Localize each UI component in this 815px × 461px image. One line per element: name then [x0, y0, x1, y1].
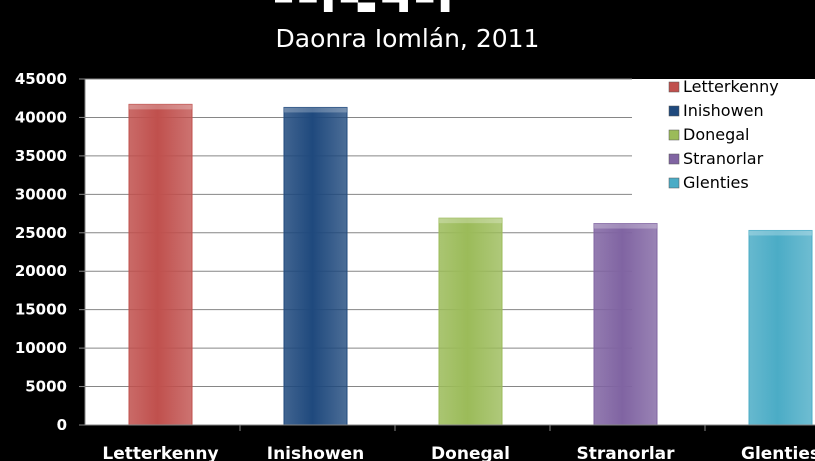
- y-tick-label: 35000: [15, 147, 67, 165]
- legend-label: Stranorlar: [683, 149, 764, 168]
- y-tick-label: 30000: [15, 185, 67, 203]
- legend-swatch: [668, 177, 680, 189]
- legend-swatch: [668, 105, 680, 117]
- y-tick-label: 20000: [15, 262, 67, 280]
- x-tick-label: Donegal: [431, 444, 510, 461]
- y-tick-label: 10000: [15, 339, 67, 357]
- bar-stranorlar: [593, 223, 658, 426]
- x-tick-label: Letterkenny: [102, 444, 218, 461]
- legend-label: Glenties: [683, 173, 749, 192]
- x-tick-label: Glenties: [741, 444, 815, 461]
- clipped-title-fragment: ▀ ▀ ▌▀▄ ▀▌▀ ▌: [275, 0, 515, 12]
- y-tick-label: 40000: [15, 108, 67, 126]
- legend: Letterkenny Inishowen Donegal Stranorlar Gle…: [668, 77, 779, 192]
- bar-highlight: [439, 218, 502, 224]
- y-tick-label: 0: [57, 416, 67, 434]
- legend-swatch: [668, 129, 680, 141]
- bar-donegal: [438, 217, 503, 426]
- legend-label: Donegal: [683, 125, 750, 144]
- legend-label: Letterkenny: [683, 77, 779, 96]
- bar-highlight: [284, 107, 347, 113]
- x-tick-label: Stranorlar: [576, 444, 675, 461]
- y-tick-label: 15000: [15, 301, 67, 319]
- bar-letterkenny: [128, 103, 193, 426]
- chart-title: Daonra Iomlán, 2011: [275, 24, 540, 53]
- bar-highlight: [129, 104, 192, 110]
- y-tick-label: 25000: [15, 224, 67, 242]
- bar-glenties: [748, 229, 813, 426]
- x-tick-label: Inishowen: [267, 444, 365, 461]
- legend-swatch: [668, 153, 680, 165]
- y-tick-label: 5000: [25, 378, 67, 396]
- legend-label: Inishowen: [683, 101, 764, 120]
- y-tick-label: 45000: [15, 70, 67, 88]
- bar-inishowen: [283, 106, 348, 426]
- legend-swatch: [668, 81, 680, 93]
- bar-highlight: [749, 230, 812, 236]
- bar-highlight: [594, 223, 657, 229]
